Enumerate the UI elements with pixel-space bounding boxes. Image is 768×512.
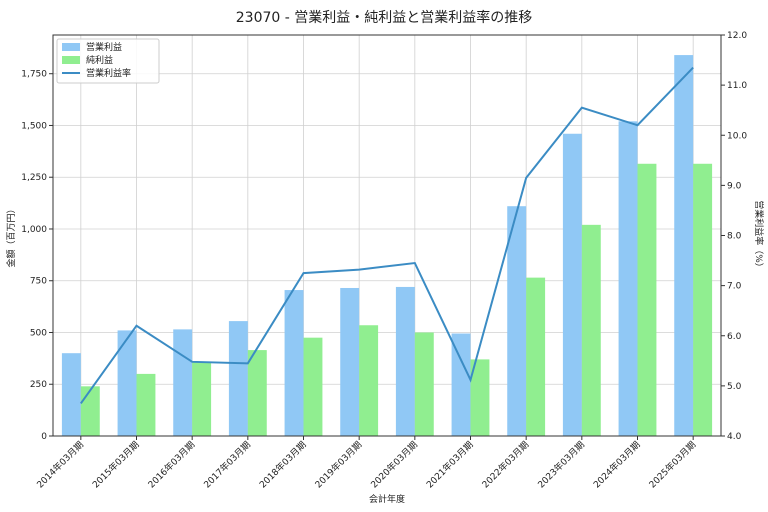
y-tick-label-left: 750 — [30, 277, 47, 287]
x-axis: 2014年03月期 2015年03月期 2016年03月期 2017年03月期 2018… — [34, 436, 698, 491]
x-tick-label: 2014年03月期 — [34, 439, 86, 491]
y-tick-label-left: 1,250 — [21, 173, 47, 183]
x-tick-label: 2020年03月期 — [368, 439, 420, 491]
bar-net-profit — [247, 350, 267, 436]
y-tick-label-right: 12.0 — [727, 31, 747, 41]
y-tick-label-left: 0 — [41, 432, 47, 442]
y-tick-label-right: 10.0 — [727, 131, 747, 141]
bar-net-profit — [80, 386, 100, 436]
y-tick-label-right: 9.0 — [727, 181, 742, 191]
legend-label: 純利益 — [86, 54, 113, 66]
y-tick-label-left: 1,750 — [21, 70, 47, 80]
x-tick-label: 2018年03月期 — [257, 439, 309, 491]
bar-operating-profit — [284, 290, 304, 436]
bar-operating-profit — [451, 333, 471, 436]
x-tick-label: 2025年03月期 — [646, 439, 698, 491]
y-tick-label-left: 1,000 — [21, 225, 47, 235]
line-series — [80, 66, 694, 405]
x-tick-label: 2024年03月期 — [591, 439, 643, 491]
bar-net-profit — [303, 337, 323, 436]
bar-operating-profit — [340, 287, 360, 436]
bar-net-profit — [359, 325, 379, 436]
x-tick-label: 2021年03月期 — [424, 439, 476, 491]
x-axis-label: 会計年度 — [369, 493, 405, 505]
y-axis-label-left: 金額（百万円） — [5, 204, 17, 267]
x-tick-label: 2019年03月期 — [312, 439, 364, 491]
bar-operating-profit — [228, 321, 248, 436]
legend-label: 営業利益率 — [86, 67, 131, 79]
legend-swatch — [62, 43, 80, 51]
y-tick-label-right: 4.0 — [727, 432, 742, 442]
y-tick-label-left: 1,500 — [21, 121, 47, 131]
legend-label: 営業利益 — [86, 41, 122, 53]
x-tick-label: 2017年03月期 — [201, 439, 253, 491]
y-tick-label-left: 500 — [30, 328, 47, 338]
y-tick-label-right: 7.0 — [727, 282, 742, 292]
y-tick-label-left: 250 — [30, 380, 47, 390]
y-tick-label-right: 8.0 — [727, 232, 742, 242]
chart-title: 23070 - 営業利益・純利益と営業利益率の推移 — [236, 9, 533, 26]
bar-net-profit — [581, 224, 601, 436]
y-axis-left: 0 250 500 750 1,000 1,250 1,500 1,750 — [21, 70, 53, 442]
bar-operating-profit — [117, 330, 137, 436]
bar-net-profit — [136, 373, 156, 436]
bar-net-profit — [414, 332, 434, 436]
y-axis-right: 4.0 5.0 6.0 7.0 8.0 9.0 10.0 11.0 12.0 — [721, 31, 747, 442]
legend-swatch — [62, 56, 80, 64]
x-tick-label: 2015年03月期 — [90, 439, 142, 491]
bar-operating-profit — [173, 329, 193, 436]
bar-operating-profit — [618, 121, 638, 437]
bar-operating-profit — [507, 206, 527, 436]
bar-net-profit — [526, 277, 546, 436]
y-axis-label-right: 営業利益率（%） — [753, 200, 765, 272]
bar-operating-profit — [562, 133, 582, 437]
x-tick-label: 2022年03月期 — [479, 439, 531, 491]
legend-box — [56, 38, 160, 84]
y-tick-label-right: 5.0 — [727, 382, 742, 392]
bar-operating-profit — [395, 286, 415, 436]
bars — [61, 55, 713, 437]
bar-net-profit — [637, 163, 657, 437]
bar-operating-profit — [61, 353, 81, 436]
y-tick-label-right: 11.0 — [727, 81, 747, 91]
bar-net-profit — [470, 359, 490, 436]
line-operating-margin — [80, 66, 694, 405]
bar-operating-profit — [674, 55, 694, 436]
bar-net-profit — [693, 163, 713, 437]
y-tick-label-right: 6.0 — [727, 332, 742, 342]
x-tick-label: 2016年03月期 — [145, 439, 197, 491]
x-tick-label: 2023年03月期 — [535, 439, 587, 491]
bar-net-profit — [192, 362, 212, 436]
